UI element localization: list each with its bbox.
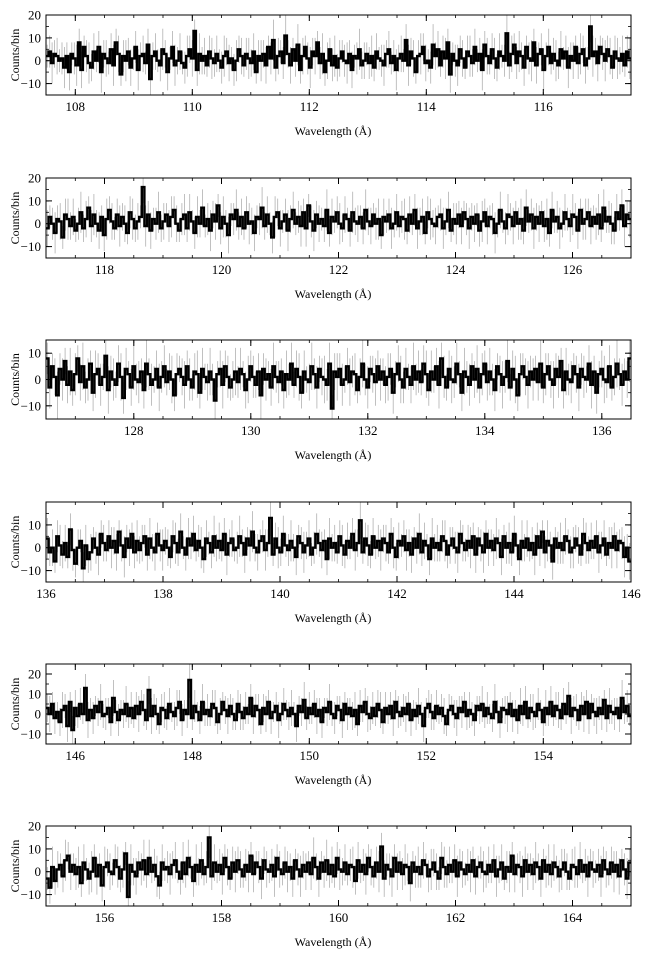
panel-6: 156 158 160 162 164 −10 0 10 20 Wavelength (Å) Cou…: [8, 819, 632, 949]
x-tick-label: 130: [241, 423, 261, 438]
spectrum-series: [46, 516, 631, 570]
y-tick-label: 0: [35, 372, 42, 387]
y-tick-label: 20: [28, 819, 41, 834]
x-tick-label: 134: [475, 423, 495, 438]
x-tick-label: 150: [300, 748, 320, 763]
x-tick-label: 138: [153, 586, 173, 601]
spectrum-series: [46, 354, 631, 410]
y-tick-label: 20: [28, 8, 41, 23]
x-tick-label: 148: [183, 748, 203, 763]
y-tick-label: 20: [28, 171, 41, 186]
panel-3: 128 130 132 134 136 −10 0 10 Wavelength (Å) Count…: [8, 339, 632, 462]
x-tick-label: 132: [358, 423, 378, 438]
x-tick-label: 120: [212, 262, 232, 277]
x-tick-label: 122: [329, 262, 349, 277]
spectrum-series: [46, 185, 631, 239]
x-tick-label: 154: [534, 748, 554, 763]
y-tick-label: 0: [35, 707, 42, 722]
y-axis-label: Counts/bin: [8, 678, 22, 731]
y-tick-label: 10: [28, 687, 41, 702]
x-tick-label: 164: [563, 910, 583, 925]
x-tick-label: 144: [504, 586, 524, 601]
y-tick-label: 0: [35, 540, 42, 555]
y-tick-label: 20: [28, 667, 41, 682]
x-tick-label: 140: [270, 586, 290, 601]
spectrum-series: [46, 836, 631, 899]
x-axis-label: Wavelength (Å): [295, 935, 372, 949]
panel-1: 108 110 112 114 116 −10 0 10 20 Wavelength (Å) Cou…: [8, 8, 632, 138]
y-tick-label: 10: [28, 193, 41, 208]
y-tick-label: 0: [35, 864, 42, 879]
x-tick-label: 162: [446, 910, 466, 925]
x-axis-label: Wavelength (Å): [295, 448, 372, 462]
y-tick-label: −10: [21, 398, 41, 413]
x-tick-label: 128: [124, 423, 144, 438]
panel-2: 118 120 122 124 126 −10 0 10 20 Wavelength (Å) Cou…: [8, 171, 632, 301]
error-bars: [46, 664, 631, 744]
x-tick-label: 108: [66, 99, 86, 114]
x-tick-label: 158: [212, 910, 232, 925]
x-tick-label: 124: [446, 262, 466, 277]
panel-5: 146 148 150 152 154 −10 0 10 20 Wavelength (Å) Cou…: [8, 663, 632, 787]
y-tick-label: 0: [35, 53, 42, 68]
x-tick-label: 146: [66, 748, 86, 763]
x-tick-label: 160: [329, 910, 349, 925]
y-axis-label: Counts/bin: [8, 516, 22, 569]
x-tick-label: 152: [417, 748, 437, 763]
x-axis-label: Wavelength (Å): [295, 287, 372, 301]
x-tick-label: 142: [387, 586, 407, 601]
y-tick-label: 0: [35, 216, 42, 231]
x-tick-label: 146: [621, 586, 641, 601]
x-axis-label: Wavelength (Å): [295, 773, 372, 787]
y-tick-label: −10: [21, 563, 41, 578]
x-axis-label: Wavelength (Å): [295, 611, 372, 625]
spectrum-series: [46, 25, 631, 81]
y-axis-label: Counts/bin: [8, 29, 22, 82]
y-axis-label: Counts/bin: [8, 192, 22, 245]
x-tick-label: 112: [300, 99, 319, 114]
x-tick-label: 110: [183, 99, 202, 114]
y-tick-label: 10: [28, 346, 41, 361]
y-tick-label: −10: [21, 887, 41, 902]
x-tick-label: 114: [417, 99, 437, 114]
y-tick-label: −10: [21, 76, 41, 91]
y-tick-label: 10: [28, 30, 41, 45]
y-tick-label: −10: [21, 239, 41, 254]
y-tick-label: 10: [28, 841, 41, 856]
x-tick-label: 116: [534, 99, 554, 114]
x-tick-label: 118: [95, 262, 114, 277]
y-tick-label: 10: [28, 517, 41, 532]
x-tick-label: 136: [592, 423, 612, 438]
spectrum-series: [46, 678, 631, 732]
x-axis-label: Wavelength (Å): [295, 124, 372, 138]
y-axis-label: Counts/bin: [8, 353, 22, 406]
panel-4: 136 138 140 142 144 146 −10 0 10 Wavelength (Å) Co…: [8, 501, 641, 625]
x-tick-label: 126: [563, 262, 583, 277]
y-axis-label: Counts/bin: [8, 840, 22, 893]
x-tick-label: 136: [36, 586, 56, 601]
x-tick-label: 156: [95, 910, 115, 925]
y-tick-label: −10: [21, 727, 41, 742]
